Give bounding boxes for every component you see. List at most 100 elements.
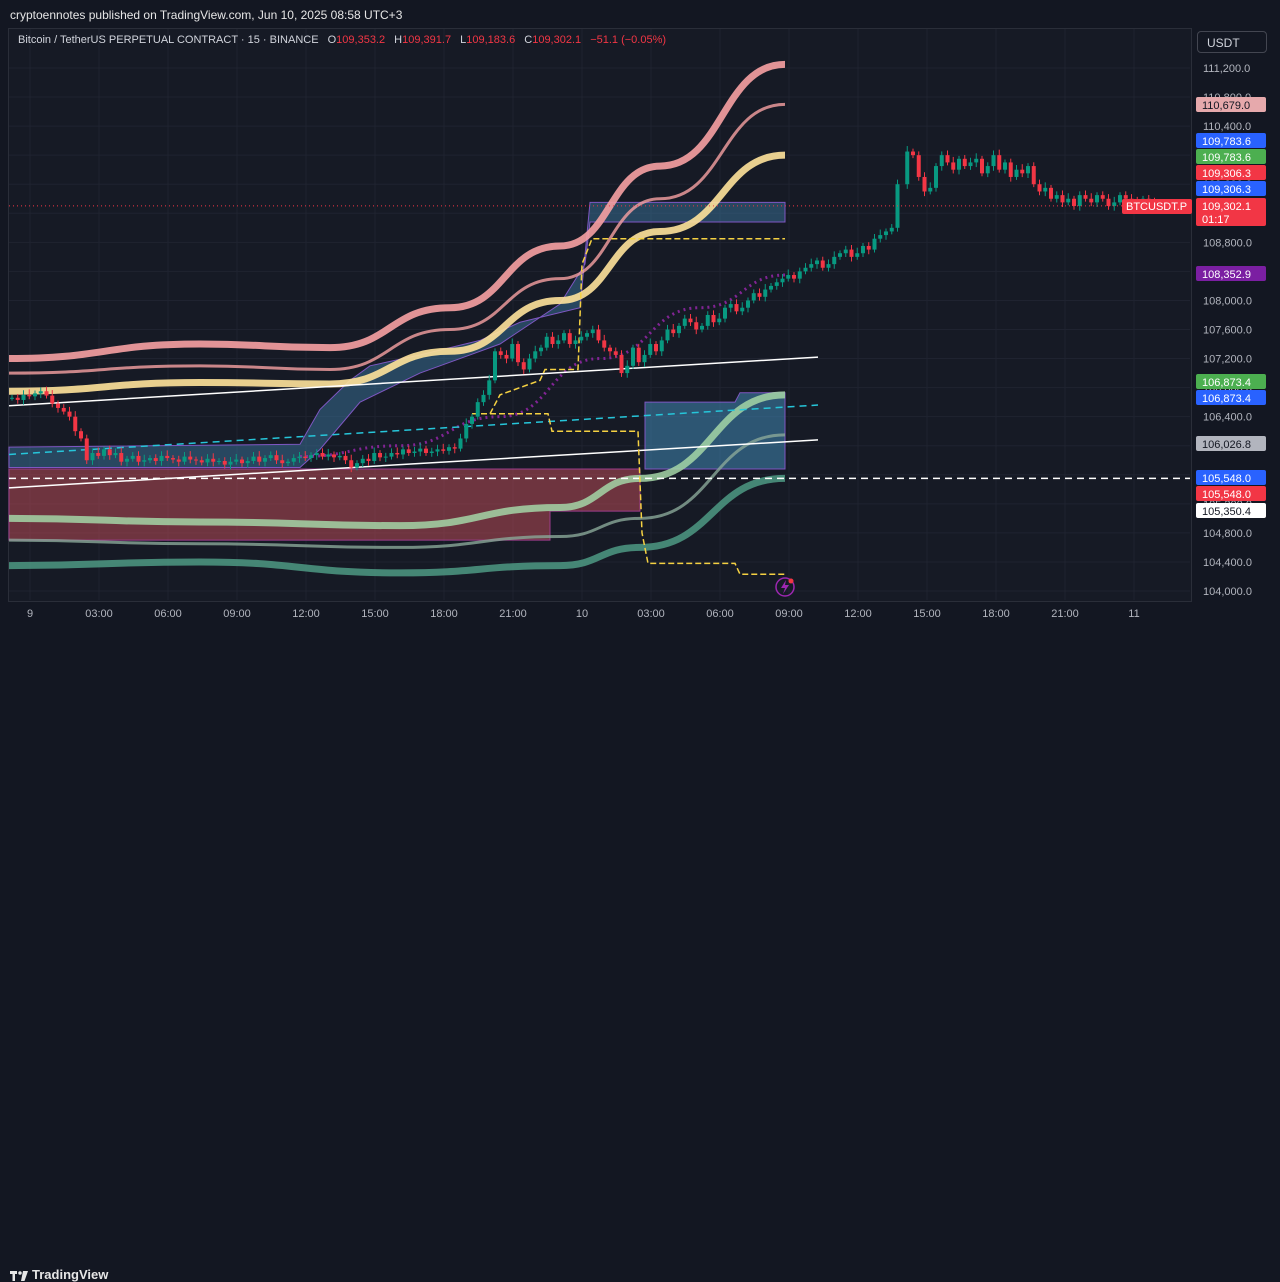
time-tick-label: 15:00 (913, 608, 941, 620)
candle-body (602, 340, 607, 348)
price-badge (1196, 470, 1266, 485)
footer-bar: TradingView (0, 630, 1280, 1282)
candle-body (694, 322, 699, 330)
candle-body (746, 300, 750, 308)
candle-body (360, 458, 365, 464)
candle-body (1060, 195, 1065, 203)
candle-body (872, 238, 877, 250)
candle-body (240, 459, 244, 464)
candle-body (631, 347, 635, 366)
candle-body (728, 304, 733, 308)
candle-body (723, 307, 727, 319)
candle-body (769, 285, 773, 290)
candle-body (1014, 169, 1019, 177)
candle-body (355, 463, 359, 468)
candle-body (980, 158, 984, 174)
candle-body (717, 318, 722, 323)
purple-dotted-line (299, 273, 786, 459)
brand-name: TradingView (32, 1267, 109, 1282)
candle-body (843, 249, 848, 254)
candle-body (711, 314, 716, 323)
time-tick-label: 18:00 (430, 608, 458, 620)
candle-body (832, 256, 837, 265)
candle-body (642, 354, 647, 363)
price-badge-label: 109,306.3 (1202, 168, 1251, 180)
candle-body (654, 344, 658, 352)
candle-body (90, 452, 95, 461)
candle-body (314, 452, 319, 456)
time-tick-label: 03:00 (85, 608, 113, 620)
candle-body (809, 264, 814, 268)
currency-select-button[interactable]: USDT (1197, 31, 1267, 53)
cloud-layer (8, 201, 786, 541)
candle-body (487, 380, 492, 395)
price-badge-label: 106,026.8 (1202, 439, 1251, 451)
candle-body (50, 395, 55, 404)
candle-body (774, 282, 779, 286)
candle-body (861, 245, 865, 254)
open-label: O (327, 34, 337, 46)
candle-body (326, 454, 331, 457)
candle-body (734, 304, 739, 312)
candle-body (125, 458, 129, 462)
green-band-mid (8, 433, 786, 549)
green-band-light (8, 391, 786, 530)
candle-body (441, 449, 446, 451)
price-badge-label: 105,350.4 (1202, 506, 1251, 518)
price-badge (1196, 149, 1266, 164)
candle-body (590, 329, 595, 334)
alert-flash-icon[interactable] (775, 577, 795, 597)
candle-body (268, 455, 273, 459)
candle-body (636, 347, 641, 363)
candle-body (648, 344, 653, 355)
candle-body (245, 460, 250, 464)
candle-body (222, 460, 227, 465)
time-tick-label: 09:00 (775, 608, 803, 620)
candle-body (424, 448, 428, 453)
candle-body (475, 402, 480, 417)
candle-body (780, 278, 785, 283)
candle-body (974, 158, 979, 163)
candle-body (1054, 195, 1059, 199)
candle-body (866, 245, 871, 250)
candle-body (194, 459, 198, 461)
candle-body (406, 449, 411, 453)
candle-body (67, 411, 72, 417)
candle-body (751, 293, 756, 301)
chart-canvas[interactable]: 111,200.0110,800.0110,400.0110,000.0109,… (0, 0, 1280, 660)
candle-body (257, 456, 262, 462)
candle-body (573, 340, 578, 345)
price-badge-label: 109,306.3 (1202, 184, 1251, 196)
candle-body (418, 448, 423, 452)
candle-body (1037, 184, 1042, 192)
candle-body (1083, 195, 1088, 199)
price-badge-countdown: 01:17 (1202, 214, 1230, 226)
close-value: 109,302.1 (532, 34, 582, 46)
price-badge-label: 106,873.4 (1202, 377, 1251, 389)
candle-body (838, 253, 842, 257)
candle-body (205, 458, 210, 463)
candle-body (596, 329, 601, 341)
candle-body (136, 455, 141, 462)
candle-body (544, 336, 549, 348)
candle-body (1112, 202, 1117, 207)
lower-trendline (8, 439, 819, 489)
candle-body (682, 318, 687, 326)
candle-body (934, 166, 938, 188)
candle-body (1095, 195, 1099, 203)
price-tick-label: 104,800.0 (1203, 528, 1252, 540)
candle-body (498, 351, 503, 355)
close-label: C (524, 34, 533, 46)
candle-body (395, 452, 400, 455)
candles-layer (10, 146, 1163, 473)
candle-body (957, 158, 961, 170)
price-badge-label: 109,302.1 (1202, 201, 1251, 213)
candle-body (562, 333, 566, 341)
candle-body (280, 460, 285, 464)
price-badges: 110,679.0 109,783.6 109,783.6 109,306.3 109,… (1122, 97, 1266, 518)
time-tick-label: 9 (27, 608, 33, 620)
candle-body (113, 452, 118, 456)
candle-body (757, 293, 762, 297)
candle-body (199, 460, 204, 463)
candle-body (182, 456, 187, 462)
